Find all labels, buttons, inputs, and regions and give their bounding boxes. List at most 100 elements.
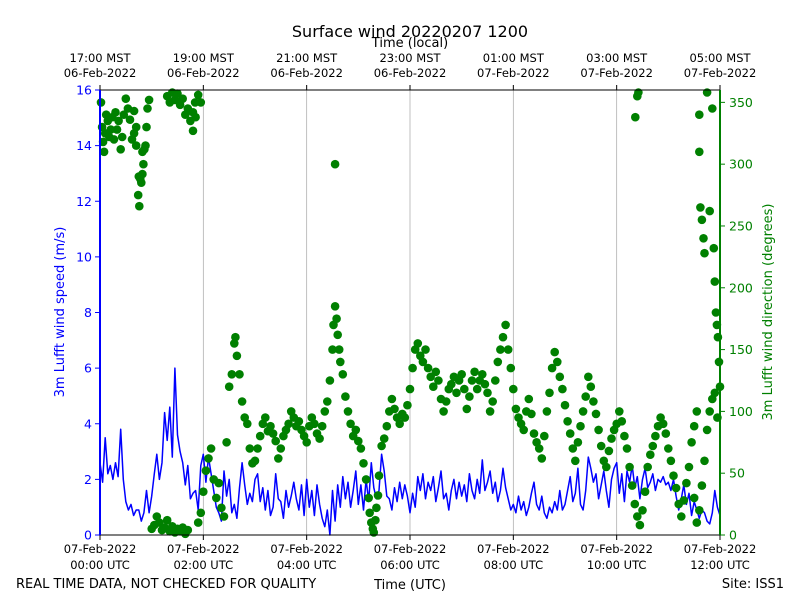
- direction-point: [542, 407, 552, 416]
- direction-point: [330, 159, 340, 169]
- direction-point: [700, 456, 709, 466]
- direction-point: [631, 112, 640, 122]
- direction-point: [333, 330, 343, 340]
- direction-point: [666, 456, 676, 466]
- direction-point: [125, 115, 135, 124]
- direction-point: [434, 376, 443, 385]
- bottom-tick-time: 10:00 UTC: [587, 558, 647, 572]
- direction-point: [607, 434, 616, 443]
- direction-point: [452, 388, 461, 398]
- left-axis-label: 3m Lufft wind speed (m/s): [53, 227, 68, 398]
- direction-point: [682, 478, 691, 488]
- direction-point: [196, 508, 206, 518]
- direction-point: [379, 434, 389, 443]
- direction-point: [365, 508, 375, 518]
- direction-point: [705, 407, 714, 416]
- direction-point: [222, 438, 231, 447]
- direction-point: [188, 126, 198, 136]
- direction-point: [382, 421, 392, 431]
- direction-point: [576, 421, 585, 431]
- direction-point: [268, 429, 278, 438]
- right-tick-label: 0: [729, 528, 737, 543]
- right-tick-label: 350: [729, 95, 753, 110]
- direction-point: [377, 441, 386, 451]
- direction-point: [131, 141, 141, 150]
- direction-point: [178, 94, 187, 103]
- speed-line: [99, 367, 721, 536]
- direction-point: [193, 518, 203, 527]
- direction-point: [201, 466, 211, 476]
- bottom-tick-date: 07-Feb-2022: [64, 542, 137, 556]
- top-tick-date: 06-Feb-2022: [64, 66, 137, 80]
- direction-point: [405, 384, 415, 394]
- direction-point: [709, 243, 719, 253]
- direction-point: [493, 357, 503, 367]
- right-tick-label: 150: [729, 342, 753, 357]
- direction-point: [413, 339, 423, 348]
- direction-series: [96, 88, 725, 539]
- direction-point: [524, 394, 534, 404]
- direction-point: [232, 351, 242, 361]
- direction-point: [395, 419, 405, 429]
- direction-point: [421, 345, 430, 354]
- direction-point: [284, 419, 293, 429]
- direction-point: [630, 499, 640, 509]
- direction-point: [640, 487, 650, 497]
- direction-point: [553, 357, 562, 367]
- right-tick-label: 50: [729, 466, 745, 481]
- direction-point: [356, 444, 366, 453]
- bottom-tick-date: 07-Feb-2022: [374, 542, 447, 556]
- direction-point: [519, 425, 528, 435]
- direction-point: [328, 345, 337, 354]
- direction-point: [212, 493, 221, 503]
- direction-point: [677, 512, 686, 521]
- direction-point: [695, 110, 704, 119]
- direction-point: [117, 132, 127, 142]
- direction-point: [617, 417, 627, 426]
- direction-point: [255, 431, 265, 441]
- direction-point: [586, 382, 596, 392]
- direction-point: [565, 429, 575, 438]
- direction-point: [250, 456, 260, 466]
- direction-point: [625, 462, 634, 472]
- direction-point: [485, 407, 495, 416]
- direction-point: [193, 90, 203, 100]
- direction-point: [336, 357, 345, 367]
- direction-point: [568, 444, 578, 453]
- direction-point: [501, 320, 510, 330]
- direction-point: [478, 370, 487, 379]
- direction-point: [470, 367, 479, 377]
- bottom-tick-date: 07-Feb-2022: [580, 542, 653, 556]
- direction-point: [695, 506, 704, 515]
- direction-point: [243, 419, 252, 429]
- bottom-tick-date: 07-Feb-2022: [477, 542, 550, 556]
- top-tick-date: 06-Feb-2022: [270, 66, 343, 80]
- direction-point: [227, 370, 237, 379]
- right-tick-label: 200: [729, 280, 753, 295]
- direction-point: [237, 397, 247, 406]
- direction-point: [460, 384, 469, 394]
- direction-point: [661, 429, 671, 438]
- direction-point: [488, 397, 498, 406]
- direction-point: [231, 332, 240, 342]
- direction-point: [111, 108, 120, 117]
- bottom-tick-date: 07-Feb-2022: [684, 542, 757, 556]
- direction-point: [219, 512, 229, 521]
- direction-point: [429, 382, 438, 392]
- top-tick-time: 05:00 MST: [689, 51, 751, 65]
- direction-point: [261, 413, 270, 422]
- top-axis-label: Time (local): [371, 36, 448, 51]
- direction-point: [627, 481, 637, 490]
- bottom-tick-time: 04:00 UTC: [277, 558, 337, 572]
- bottom-tick-time: 08:00 UTC: [484, 558, 544, 572]
- direction-point: [99, 147, 109, 157]
- direction-point: [634, 88, 643, 97]
- direction-point: [431, 367, 441, 377]
- direction-point: [555, 372, 565, 382]
- direction-point: [325, 376, 335, 385]
- direction-point: [679, 496, 689, 505]
- direction-point: [317, 421, 327, 431]
- direction-point: [692, 518, 702, 527]
- site-footer: Site: ISS1: [722, 577, 784, 592]
- direction-point: [271, 436, 281, 446]
